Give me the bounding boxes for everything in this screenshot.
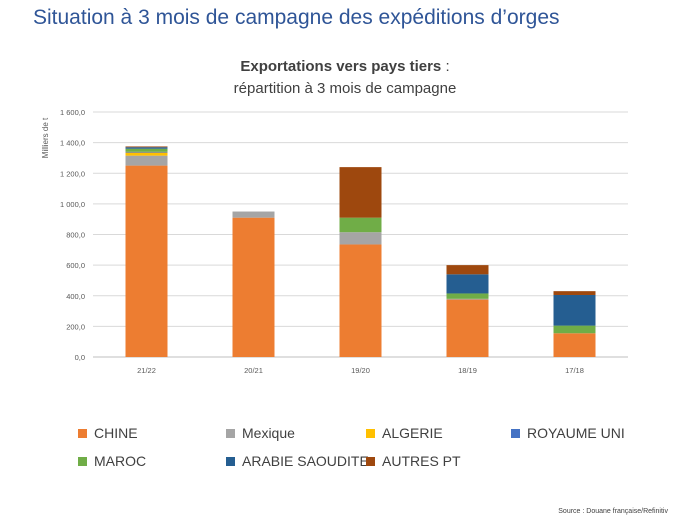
legend-item: ARABIE SAOUDITE — [226, 453, 369, 469]
y-tick-label: 600,0 — [66, 261, 85, 270]
bar-segment — [553, 325, 596, 334]
bar-segment — [232, 217, 275, 357]
bar-segment — [125, 152, 168, 156]
legend-swatch — [366, 456, 375, 466]
bar-segment — [553, 294, 596, 326]
chart-title-main: Exportations vers pays tiers — [240, 58, 442, 75]
bar-segment — [553, 291, 596, 295]
legend-label: ROYAUME UNI — [527, 425, 625, 441]
bar-segment — [446, 274, 489, 294]
bar-segment — [446, 299, 489, 357]
bar-segment — [232, 211, 275, 218]
legend-item: CHINE — [78, 425, 138, 441]
legend-swatch — [78, 456, 87, 466]
legend-item: Mexique — [226, 425, 295, 441]
x-tick-label: 19/20 — [351, 366, 370, 375]
legend-label: CHINE — [94, 425, 138, 441]
legend-item: ROYAUME UNI — [511, 425, 625, 441]
x-tick-label: 20/21 — [244, 366, 263, 375]
y-tick-label: 200,0 — [66, 322, 85, 331]
bar-segment — [446, 293, 489, 299]
y-tick-label: 800,0 — [66, 231, 85, 240]
source-note: Source : Douane française/Refinitiv — [558, 508, 668, 515]
x-tick-label: 17/18 — [565, 366, 584, 375]
bar-segment — [339, 167, 382, 218]
bar-segment — [125, 165, 168, 357]
legend-swatch — [366, 428, 375, 438]
bar-segment — [553, 333, 596, 357]
y-tick-label: 1 600,0 — [60, 108, 85, 117]
chart-title-suffix: : — [441, 58, 450, 75]
legend-item: MAROC — [78, 453, 146, 469]
legend-swatch — [226, 428, 235, 438]
legend-item: ALGERIE — [366, 425, 443, 441]
y-tick-label: 1 400,0 — [60, 139, 85, 148]
legend-label: ALGERIE — [382, 425, 443, 441]
bar-segment — [446, 298, 489, 300]
chart-title: Exportations vers pays tiers : répartiti… — [0, 56, 690, 100]
bar-segment — [446, 265, 489, 275]
legend-swatch — [226, 456, 235, 466]
y-tick-label: 0,0 — [75, 353, 85, 362]
y-tick-label: 1 000,0 — [60, 200, 85, 209]
bar-segment — [125, 147, 168, 149]
y-axis-label: Milliers de t — [41, 117, 50, 158]
bar-chart: 0,0 200,0 400,0 600,0 800,0 1 000,0 1 200,0 1 4… — [41, 108, 628, 375]
legend-swatch — [78, 428, 87, 438]
bar-segment — [125, 146, 168, 148]
legend-label: Mexique — [242, 425, 295, 441]
bar-segment — [339, 232, 382, 245]
y-tick-label: 400,0 — [66, 292, 85, 301]
legend-label: AUTRES PT — [382, 453, 461, 469]
chart-subtitle: répartition à 3 mois de campagne — [233, 80, 457, 97]
bar-segment — [339, 217, 382, 233]
legend-item: AUTRES PT — [366, 453, 461, 469]
bar-segment — [125, 151, 168, 153]
bar-segment — [125, 155, 168, 166]
y-tick-label: 1 200,0 — [60, 169, 85, 178]
legend-label: ARABIE SAOUDITE — [242, 453, 369, 469]
bar-segment — [125, 148, 168, 152]
legend-label: MAROC — [94, 453, 147, 469]
page-title: Situation à 3 mois de campagne des expéd… — [33, 6, 560, 29]
bar-segment — [339, 244, 382, 357]
legend-swatch — [511, 428, 520, 438]
x-tick-label: 21/22 — [137, 366, 156, 375]
x-tick-label: 18/19 — [458, 366, 477, 375]
